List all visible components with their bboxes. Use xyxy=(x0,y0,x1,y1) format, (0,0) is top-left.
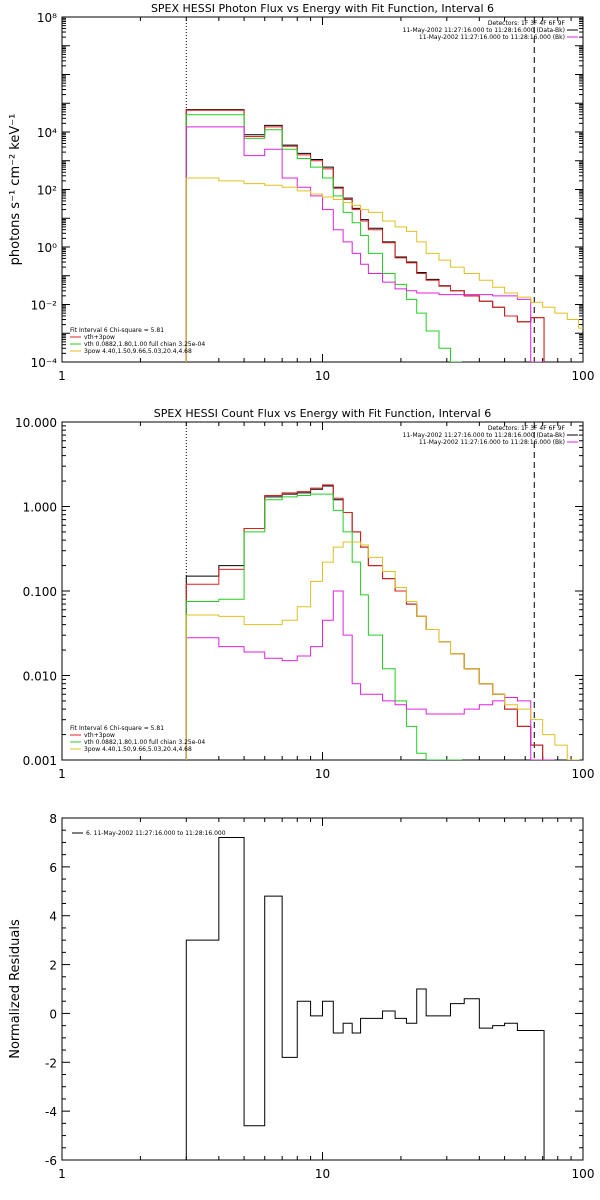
chart-2: SPEX HESSI Count Flux vs Energy with Fit… xyxy=(15,407,594,781)
legend-entry: Detectors: 1F 3F 4F 6F 9F xyxy=(488,20,566,27)
series-line xyxy=(185,541,580,760)
x-tick-label: 100 xyxy=(572,767,595,781)
legend-entry: 11-May-2002 11:27:16.000 to 11:28:16.000… xyxy=(419,34,565,41)
y-tick-label: 8 xyxy=(49,812,57,826)
x-tick-label: 10 xyxy=(315,369,330,383)
y-axis-label: Normalized Residuals xyxy=(8,919,23,1059)
x-tick-label: 1 xyxy=(58,1167,66,1181)
y-tick-label: 10² xyxy=(37,184,57,198)
series-line xyxy=(185,114,463,362)
legend-entry: 3pow 4.40,1.50,9.66,5.03,20.4,4.68 xyxy=(84,746,192,753)
series-line xyxy=(185,109,545,362)
series-line xyxy=(185,493,463,760)
y-tick-label: 10⁸ xyxy=(37,11,57,25)
y-tick-label: 0.010 xyxy=(23,670,57,684)
legend-entry: 11-May-2002 11:27:16.000 to 11:28:16.000… xyxy=(403,432,565,439)
y-tick-label: -2 xyxy=(45,1056,57,1070)
legend-entry: vth 0.0882,1.80,1.00 full chian 3.25e-04 xyxy=(84,739,205,746)
chart-3: Normalized Residuals 1 10 100 -6 -4 -2 0 2 4 6 8 6. … xyxy=(8,812,594,1181)
y-tick-label: 10⁻⁴ xyxy=(31,356,58,370)
legend-entry: vth+3pow xyxy=(84,732,115,739)
series-line xyxy=(185,126,545,362)
chart-title: SPEX HESSI Count Flux vs Energy with Fit… xyxy=(154,407,491,420)
series-line xyxy=(185,484,555,760)
series-line xyxy=(185,485,555,760)
x-tick-label: 100 xyxy=(572,1167,595,1181)
y-tick-label: 10⁻² xyxy=(31,299,58,313)
x-tick-label: 10 xyxy=(315,1167,330,1181)
series-line xyxy=(185,590,555,760)
legend-entry: 11-May-2002 11:27:16.000 to 11:28:16.000… xyxy=(419,439,565,446)
legend-entry: vth+3pow xyxy=(84,334,115,341)
x-tick-label: 100 xyxy=(572,369,595,383)
y-tick-label: 10⁴ xyxy=(37,126,57,140)
legend-entry: vth 0.0882,1.80,1.00 full chian 3.25e-04 xyxy=(84,341,205,348)
legend-entry: 3pow 4.40,1.50,9.66,5.03,20.4,4.68 xyxy=(84,348,192,355)
y-tick-label: -6 xyxy=(45,1154,57,1168)
y-tick-label: 6 xyxy=(49,861,57,875)
y-tick-label: 4 xyxy=(49,910,57,924)
legend-entry: 11-May-2002 11:27:16.000 to 11:28:16.000… xyxy=(403,27,565,34)
y-axis-label: photons s⁻¹ cm⁻² keV⁻¹ xyxy=(8,114,23,266)
legend-entry: Detectors: 1F 3F 4F 6F 9F xyxy=(488,425,566,432)
series-line xyxy=(185,837,545,1160)
x-tick-label: 1 xyxy=(58,767,66,781)
x-tick-label: 10 xyxy=(315,767,330,781)
y-tick-label: 2 xyxy=(49,959,57,973)
plot-frame xyxy=(61,817,584,1161)
legend-entry: Fit Interval 6 Chi-square = 5.81 xyxy=(70,725,164,732)
legend-entry: Fit Interval 6 Chi-square = 5.81 xyxy=(70,327,164,334)
chart-title: SPEX HESSI Photon Flux vs Energy with Fi… xyxy=(151,2,494,15)
y-tick-label: 10⁰ xyxy=(37,241,57,255)
y-tick-label: 0.001 xyxy=(23,754,57,768)
y-tick-label: 1.000 xyxy=(23,501,57,515)
chart-1: SPEX HESSI Photon Flux vs Energy with Fi… xyxy=(8,2,594,383)
series-line xyxy=(185,177,583,362)
y-tick-label: 10.000 xyxy=(15,416,57,430)
y-tick-label: 0.100 xyxy=(23,585,57,599)
x-tick-label: 1 xyxy=(58,369,66,383)
y-tick-label: 0 xyxy=(49,1007,57,1021)
legend-entry: 6. 11-May-2002 11:27:16.000 to 11:28:16.… xyxy=(86,830,226,837)
y-tick-label: -4 xyxy=(45,1105,57,1119)
